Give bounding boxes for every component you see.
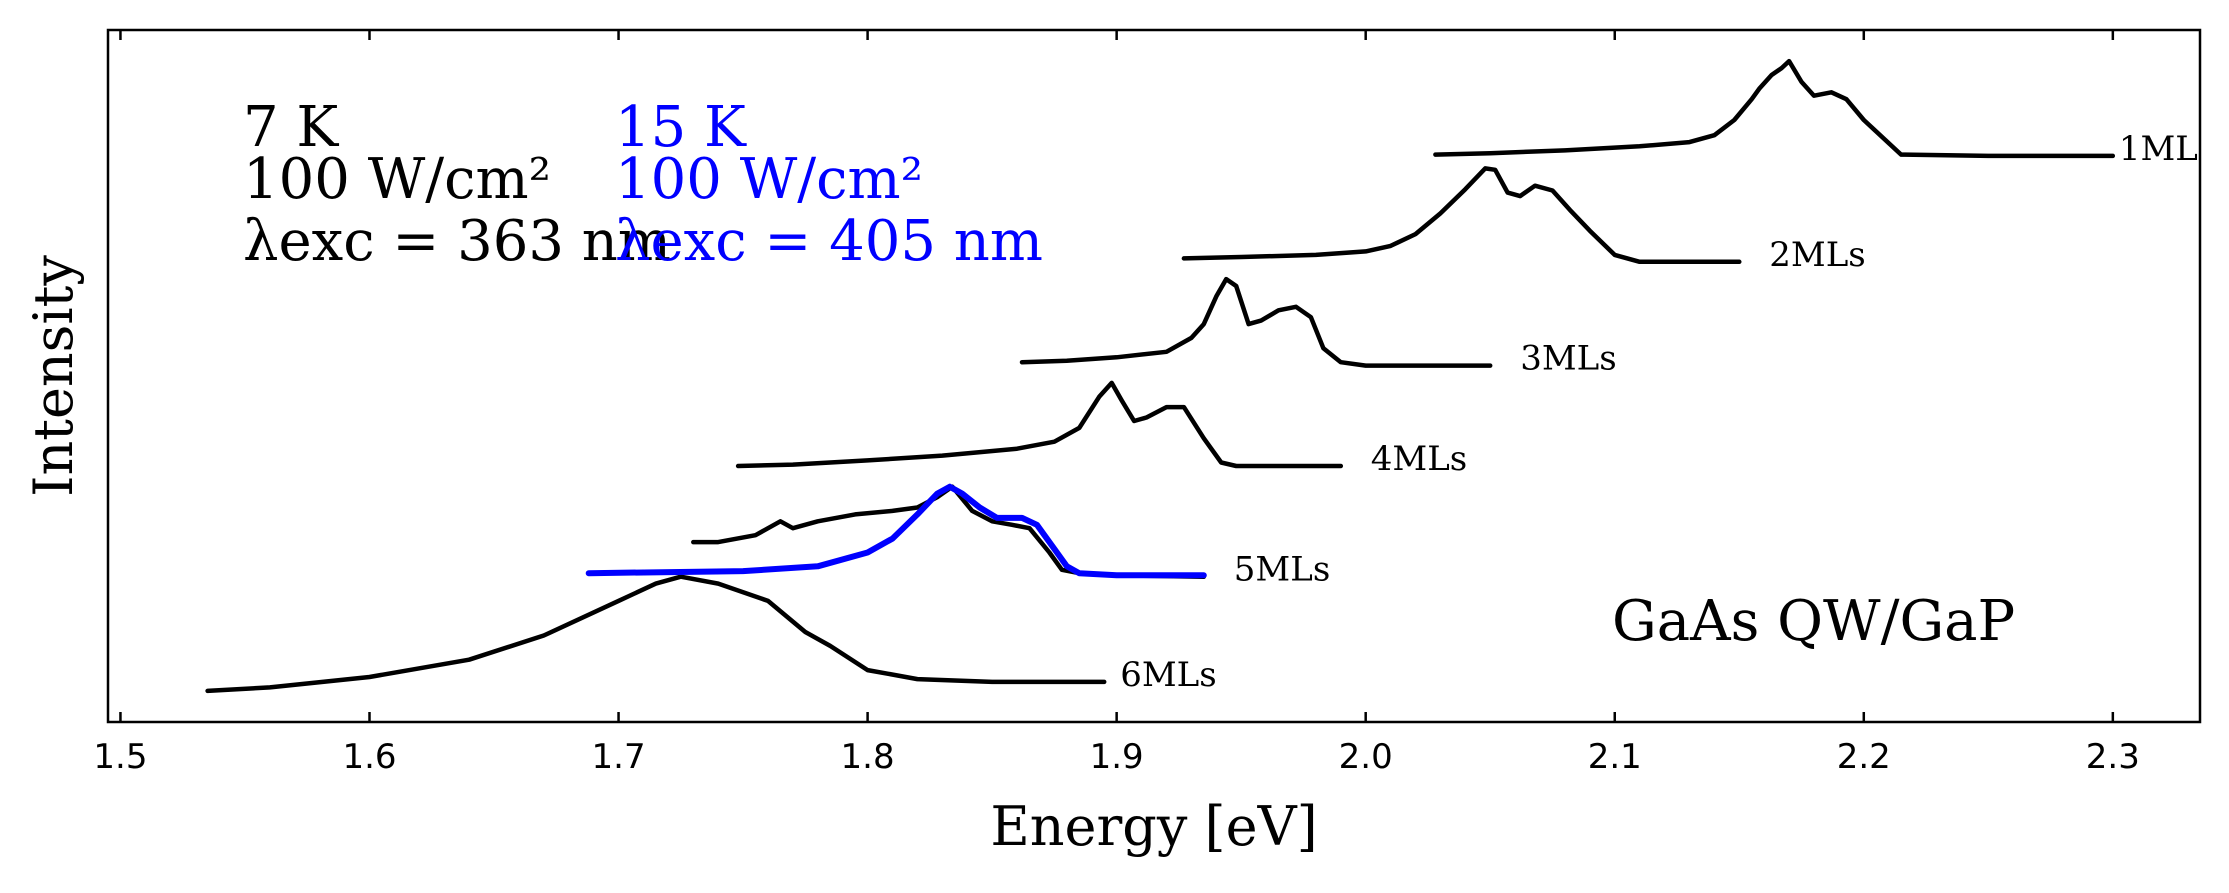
series-label-1ml: 1ML (2119, 129, 2198, 169)
power-label-blue: 100 W/cm² (615, 147, 923, 212)
sample-label: GaAs QW/GaP (1612, 589, 2015, 654)
x-tick-label: 1.6 (342, 737, 396, 777)
curve-1ml (1433, 58, 2116, 159)
temperature-label-black: 7 K (243, 95, 339, 160)
excitation-label-black: λexc = 363 nm (243, 209, 671, 274)
x-tick-label: 1.9 (1090, 737, 1144, 777)
y-axis-title: Intensity (22, 255, 85, 497)
curve-3mls (1019, 276, 1493, 368)
x-tick-label: 2.0 (1339, 737, 1393, 777)
power-label-black: 100 W/cm² (243, 147, 551, 212)
curve-6mls (205, 574, 1107, 694)
series-label-3mls: 3MLs (1520, 339, 1616, 379)
plot-frame (106, 28, 2202, 724)
series-label-5mls: 5MLs (1234, 550, 1330, 590)
series-label-2mls: 2MLs (1769, 235, 1865, 275)
curve-4mls (735, 380, 1344, 469)
x-axis-ticks: 1.5 1.6 1.7 1.8 1.9 2.0 2.1 2.2 2.3 (93, 30, 2140, 777)
x-tick-label: 1.7 (592, 737, 646, 777)
x-tick-label: 2.2 (1837, 737, 1891, 777)
curve-2mls (1181, 166, 1742, 265)
x-tick-label: 2.3 (2086, 737, 2140, 777)
series-label-4mls: 4MLs (1371, 439, 1467, 479)
x-tick-label: 1.8 (841, 737, 895, 777)
x-tick-label: 2.1 (1588, 737, 1642, 777)
x-axis-title: Energy [eV] (990, 795, 1317, 858)
series-curves (205, 58, 2116, 694)
series-label-6mls: 6MLs (1120, 655, 1216, 695)
curve-blue-fit (585, 483, 1207, 579)
excitation-label-blue: λexc = 405 nm (615, 209, 1043, 274)
temperature-label-blue: 15 K (615, 95, 747, 160)
series-labels: 1ML 2MLs 3MLs 4MLs 5MLs 6MLs (1120, 129, 2198, 695)
x-tick-label: 1.5 (93, 737, 147, 777)
